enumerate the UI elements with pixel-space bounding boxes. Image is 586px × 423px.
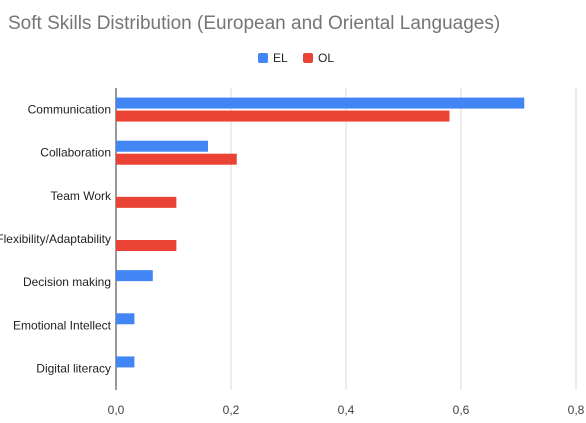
category-label: Decision making [23,275,111,289]
x-tick-label: 0,2 [223,403,240,417]
legend: EL OL [258,51,334,65]
x-tick-label: 0,8 [568,403,585,417]
gridlines [115,88,577,390]
bar-el-decision-making [116,270,153,282]
bar-el-digital-literacy [116,356,135,368]
category-label: Digital literacy [36,361,111,375]
bars [116,97,525,368]
bar-ol-flexibility-adaptability [116,240,177,251]
bar-ol-collaboration [116,153,237,165]
category-label: Collaboration [40,146,111,160]
x-tick-label: 0,0 [108,403,125,417]
bar-el-emotional-intellect [116,313,135,325]
bar-ol-communication [116,110,450,122]
bar-ol-team-work [116,196,177,208]
bar-el-communication [116,97,525,109]
x-axis-ticks: 0,0 0,2 0,4 0,6 0,8 [108,403,585,417]
category-label: Emotional Intellect [13,318,112,332]
legend-swatch-el [258,53,268,63]
category-label: Flexibility/Adaptability [0,232,111,246]
x-tick-label: 0,6 [453,403,470,417]
legend-label-el: EL [273,51,288,65]
chart-title: Soft Skills Distribution (European and O… [8,13,500,34]
x-tick-label: 0,4 [338,403,355,417]
legend-swatch-ol [303,53,313,63]
category-label: Team Work [51,189,112,203]
category-label: Communication [28,103,111,117]
category-labels: Communication Collaboration Team Work Flexi… [0,103,112,376]
legend-label-ol: OL [318,51,334,65]
bar-el-collaboration [116,140,208,152]
